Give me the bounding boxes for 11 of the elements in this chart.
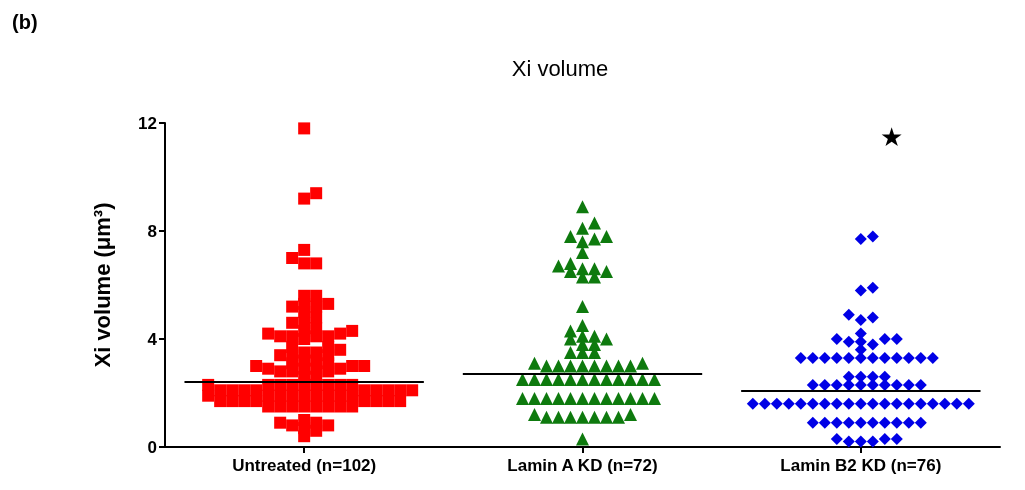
text: (b) [12,11,38,33]
x-tick-label: Lamin B2 KD (n=76) [780,456,942,475]
chart-title: Xi volume [511,55,609,81]
y-axis-title: Xi volume (μm³) [89,202,115,368]
x-tick-label: Untreated (n=102) [232,456,377,475]
annotation: ★ [880,122,904,152]
y-tick-label: 0 [147,437,157,457]
y-tick-label: 12 [138,113,157,133]
y-tick-label: 8 [147,221,157,241]
y-tick-label: 4 [147,329,158,349]
x-tick-label: Lamin A KD (n=72) [507,456,658,475]
